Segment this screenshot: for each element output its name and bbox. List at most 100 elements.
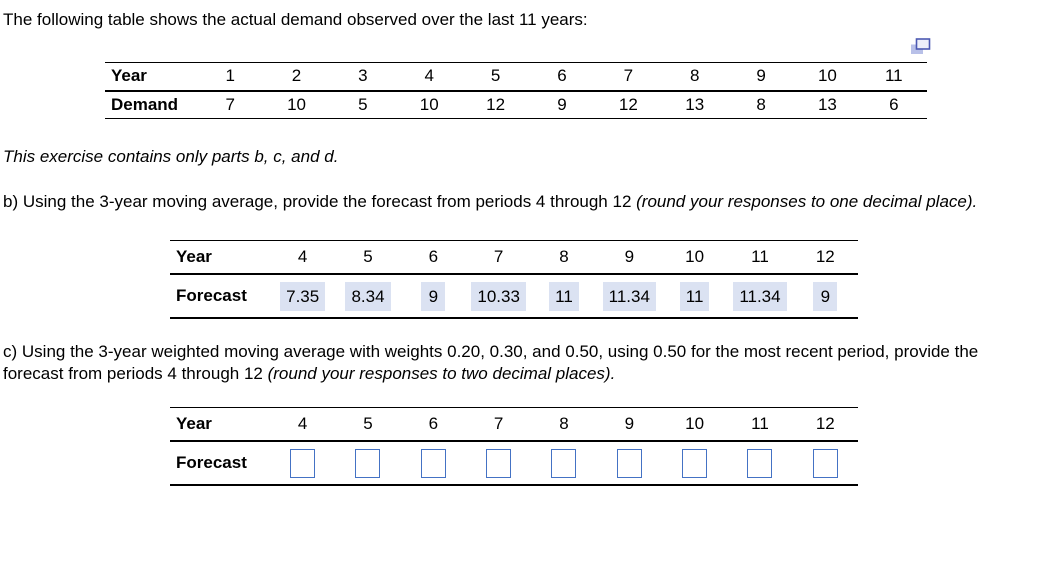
- forecast-input[interactable]: [812, 448, 838, 478]
- forecast-cell: 10.33: [465, 274, 532, 319]
- forecast-answer-field[interactable]: 11.34: [602, 281, 656, 311]
- forecast-answer-field[interactable]: 11: [549, 281, 579, 311]
- row-header-forecast: Forecast: [170, 274, 270, 319]
- year-cell: 7: [465, 407, 532, 442]
- forecast-cell: 11.34: [596, 274, 662, 319]
- forecast-input[interactable]: [486, 448, 512, 478]
- year-cell: 9: [596, 407, 662, 442]
- forecast-answer-field[interactable]: 11: [679, 281, 710, 311]
- year-cell: 10: [661, 407, 728, 442]
- forecast-cell: [335, 441, 401, 486]
- demand-cell: 10: [263, 90, 330, 119]
- year-cell: 8: [531, 240, 597, 275]
- forecast-cell: 9: [400, 274, 466, 319]
- forecast-cell: 7.35: [270, 274, 336, 319]
- intro-text: The following table shows the actual dem…: [3, 10, 588, 29]
- demand-cell: 10: [396, 90, 463, 119]
- year-cell: 8: [531, 407, 597, 442]
- year-cell: 6: [528, 62, 596, 92]
- table-row: Demand 7 10 5 10 12 9 12 13 8 13 6: [105, 90, 927, 119]
- year-cell: 11: [727, 240, 793, 275]
- exercise-note: This exercise contains only parts b, c, …: [3, 147, 339, 166]
- forecast-answer-field[interactable]: 10.33: [471, 281, 526, 311]
- forecast-input[interactable]: [551, 448, 577, 478]
- year-cell: 6: [400, 240, 466, 275]
- part-c-question: c) Using the 3-year weighted moving aver…: [3, 341, 1023, 385]
- forecast-cell: 9: [792, 274, 858, 319]
- year-cell: 10: [794, 62, 861, 92]
- demand-cell: 8: [727, 90, 795, 119]
- forecast-input[interactable]: [355, 448, 381, 478]
- forecast-answer-field[interactable]: 8.34: [345, 281, 391, 311]
- year-cell: 6: [400, 407, 466, 442]
- part-c-text: c) Using the 3-year weighted moving aver…: [3, 342, 979, 383]
- copy-icon[interactable]: [909, 37, 932, 58]
- year-cell: 12: [792, 407, 858, 442]
- year-cell: 4: [270, 407, 336, 442]
- forecast-answer-field[interactable]: 9: [813, 281, 838, 311]
- demand-cell: 13: [661, 90, 728, 119]
- demand-cell: 13: [794, 90, 861, 119]
- year-cell: 7: [595, 62, 662, 92]
- demand-cell: 12: [462, 90, 529, 119]
- part-c-forecast-table: Year 4 5 6 7 8 9 10 11 12 Forecast: [170, 407, 858, 486]
- row-header-year: Year: [170, 407, 270, 442]
- year-cell: 12: [792, 240, 858, 275]
- forecast-cell: 11: [531, 274, 597, 319]
- row-header-year: Year: [170, 240, 270, 275]
- year-cell: 11: [860, 62, 927, 92]
- forecast-cell: [400, 441, 466, 486]
- table-row: Forecast 7.35 8.34 9 10.33 11 11.34 11 1…: [170, 274, 858, 319]
- forecast-input[interactable]: [682, 448, 708, 478]
- table-row: Forecast: [170, 441, 858, 486]
- table-row: Year 1 2 3 4 5 6 7 8 9 10 11: [105, 62, 927, 92]
- year-cell: 5: [462, 62, 529, 92]
- table-row: Year 4 5 6 7 8 9 10 11 12: [170, 407, 858, 442]
- year-cell: 4: [270, 240, 336, 275]
- forecast-cell: [792, 441, 858, 486]
- forecast-cell: 8.34: [335, 274, 401, 319]
- forecast-cell: [465, 441, 532, 486]
- forecast-cell: [531, 441, 597, 486]
- part-c-table-wrap: Year 4 5 6 7 8 9 10 11 12 Forecast: [170, 407, 1051, 486]
- year-cell: 5: [335, 240, 401, 275]
- forecast-cell: 11: [661, 274, 728, 319]
- part-c-instruction: (round your responses to two decimal pla…: [267, 364, 616, 383]
- forecast-input[interactable]: [420, 448, 446, 478]
- part-b-instruction: (round your responses to one decimal pla…: [636, 192, 978, 211]
- forecast-input[interactable]: [747, 448, 773, 478]
- forecast-answer-field[interactable]: 11.34: [733, 281, 787, 311]
- forecast-cell: [661, 441, 728, 486]
- row-header-forecast: Forecast: [170, 441, 270, 486]
- year-cell: 7: [465, 240, 532, 275]
- demand-cell: 7: [197, 90, 264, 119]
- year-cell: 9: [596, 240, 662, 275]
- forecast-answer-field[interactable]: 7.35: [280, 281, 326, 311]
- table-row: Year 4 5 6 7 8 9 10 11 12: [170, 240, 858, 275]
- forecast-answer-field[interactable]: 9: [421, 281, 446, 311]
- forecast-cell: [727, 441, 793, 486]
- year-cell: 5: [335, 407, 401, 442]
- part-b-text: b) Using the 3-year moving average, prov…: [3, 192, 637, 211]
- forecast-cell: [270, 441, 336, 486]
- year-cell: 4: [396, 62, 463, 92]
- part-b-table-wrap: Year 4 5 6 7 8 9 10 11 12 Forecast 7.35 …: [170, 240, 1051, 319]
- year-cell: 11: [727, 407, 793, 442]
- forecast-input[interactable]: [290, 448, 316, 478]
- year-cell: 1: [197, 62, 264, 92]
- year-cell: 9: [727, 62, 795, 92]
- year-cell: 10: [661, 240, 728, 275]
- demand-table-wrap: Year 1 2 3 4 5 6 7 8 9 10 11 Demand 7 10…: [105, 38, 931, 119]
- demand-cell: 6: [860, 90, 927, 119]
- demand-cell: 9: [528, 90, 596, 119]
- year-cell: 3: [329, 62, 397, 92]
- year-cell: 2: [263, 62, 330, 92]
- demand-cell: 12: [595, 90, 662, 119]
- row-header-year: Year: [105, 62, 197, 92]
- demand-table: Year 1 2 3 4 5 6 7 8 9 10 11 Demand 7 10…: [105, 62, 927, 119]
- part-b-question: b) Using the 3-year moving average, prov…: [3, 191, 1023, 213]
- demand-cell: 5: [329, 90, 397, 119]
- forecast-cell: [596, 441, 662, 486]
- forecast-cell: 11.34: [727, 274, 793, 319]
- forecast-input[interactable]: [616, 448, 642, 478]
